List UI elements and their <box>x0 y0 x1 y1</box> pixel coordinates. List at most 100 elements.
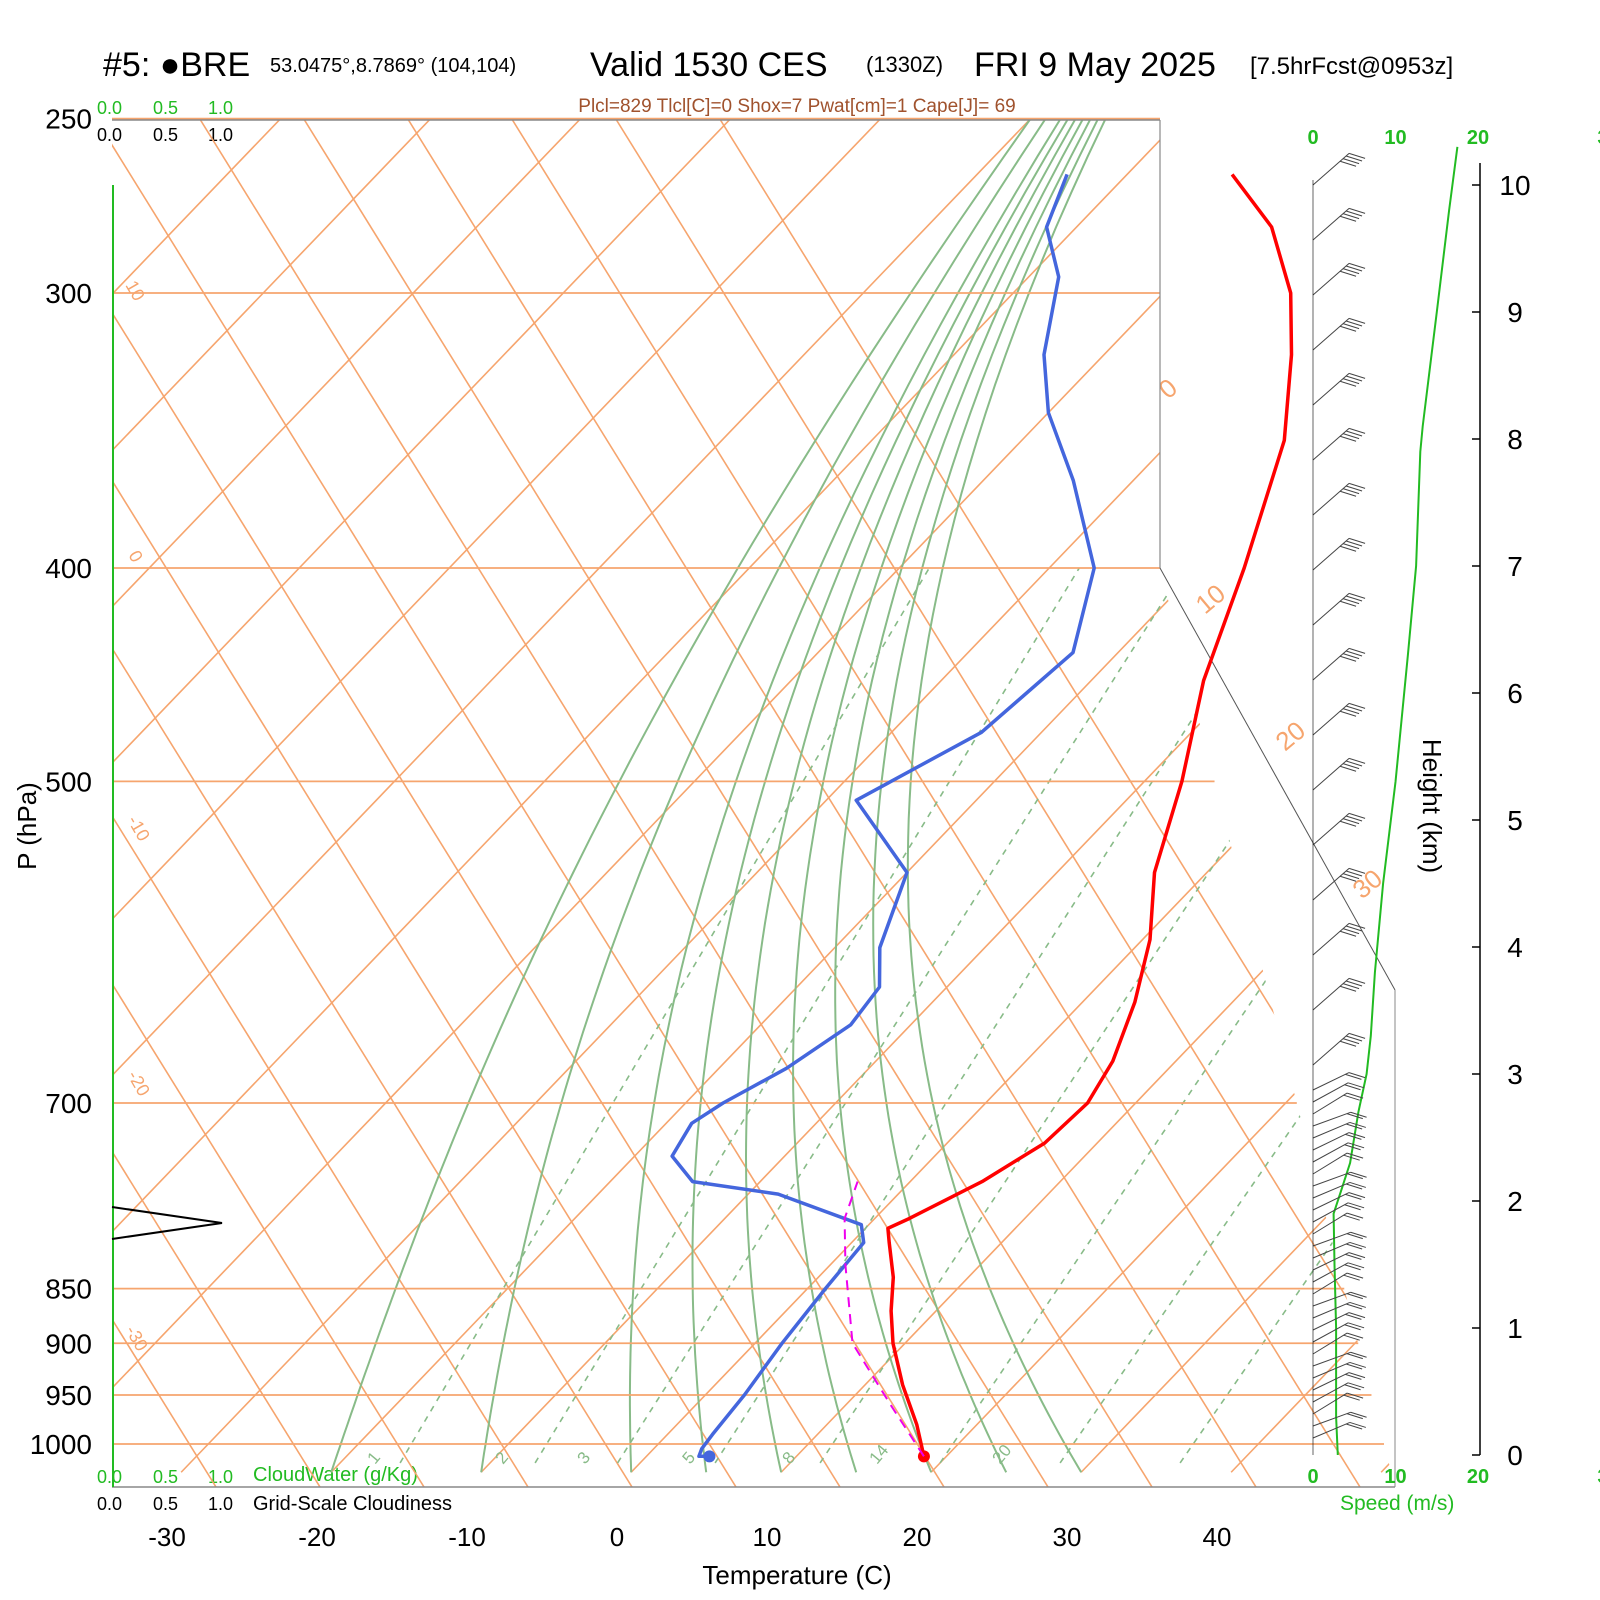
forecast-date: FRI 9 May 2025 <box>974 46 1216 84</box>
isotherm <box>112 120 432 1473</box>
height-tick-label: 0 <box>1507 1440 1523 1471</box>
stability-indices: Plcl=829 Tlcl[C]=0 Shox=7 Pwat[cm]=1 Cap… <box>578 96 1015 117</box>
zulu-time: (1330Z) <box>866 52 943 77</box>
wind-barb <box>1312 1382 1365 1403</box>
mixing-ratio-label: 3 <box>574 1448 595 1467</box>
wind-barb <box>1312 1082 1365 1103</box>
mixing-ratio-line <box>939 567 1395 1464</box>
speed-tick-label: 30 <box>1597 127 1600 149</box>
cloud-scale-top: 0.0 0.5 1.0 0.0 0.5 1.0 <box>97 98 233 145</box>
mixing-ratio-line <box>616 567 1185 1464</box>
x-axis-title: Temperature (C) <box>702 1560 891 1590</box>
wind-barb <box>1312 1392 1364 1415</box>
mixing-ratio-line <box>714 567 1290 1464</box>
cloudiness-tick: 0.5 <box>153 125 178 145</box>
mixing-ratio-line <box>1179 567 1395 1464</box>
isotherm-label-right: 20 <box>1270 715 1311 757</box>
x-tick-label: 0 <box>610 1522 624 1552</box>
dry-adiabat <box>112 120 321 1487</box>
isotherm-label: 0 <box>125 547 147 566</box>
isotherm <box>1080 120 1395 1473</box>
isotherm <box>112 120 732 1473</box>
wind-barb <box>1312 1121 1366 1139</box>
isotherm <box>112 120 282 1473</box>
wind-barb <box>1312 1252 1366 1271</box>
cloudwater-label: CloudWater (g/Kg) <box>253 1464 418 1486</box>
speed-tick-label: 20 <box>1467 127 1489 149</box>
wind-barb <box>1312 427 1366 461</box>
pressure-tick-label: 900 <box>45 1328 92 1359</box>
cloudiness-tick: 0.0 <box>97 1494 122 1514</box>
plot-frame <box>111 119 1396 1488</box>
dry-adiabat <box>112 120 841 1487</box>
wind-barb <box>1312 1212 1364 1235</box>
y-axis-title: P (hPa) <box>12 782 42 870</box>
isotherm-label: -30 <box>122 1322 152 1355</box>
pressure-tick-label: 1000 <box>30 1429 92 1460</box>
isotherm-label-right: 0 <box>1153 372 1183 404</box>
wind-barb <box>1312 1072 1366 1091</box>
dry-adiabat <box>112 120 425 1487</box>
dry-adiabat <box>112 120 633 1487</box>
dry-adiabat <box>112 120 737 1487</box>
isotherm <box>112 120 1032 1473</box>
mixing-ratio-line <box>399 567 930 1464</box>
mixing-ratio-label: 8 <box>779 1448 800 1467</box>
isotherm-label: -10 <box>124 812 154 845</box>
x-tick-label: -30 <box>148 1522 186 1552</box>
dry-adiabat <box>0 120 8 1487</box>
cloudwater-tick: 0.0 <box>97 98 122 118</box>
cloud-scale-bottom: 0.0 0.5 1.0 CloudWater (g/Kg) 0.0 0.5 1.… <box>97 1464 452 1515</box>
isotherm <box>1380 120 1395 1473</box>
cloudwater-tick: 1.0 <box>208 1467 233 1487</box>
pressure-tick-label: 850 <box>45 1274 92 1305</box>
height-tick-label: 7 <box>1507 551 1523 582</box>
pressure-tick-label: 500 <box>45 766 92 797</box>
cloudwater-tick: 0.5 <box>153 98 178 118</box>
wind-barb <box>1312 1421 1366 1439</box>
isotherm <box>112 120 1182 1473</box>
x-tick-label: 40 <box>1203 1522 1232 1552</box>
mixing-ratio-line <box>534 567 1080 1464</box>
isotherm <box>630 120 1395 1473</box>
wind-barb <box>1312 867 1366 901</box>
wind-panel: 0 1 2 3 4 5 6 7 8 9 10 0 0 10 10 20 20 30 30 <box>1307 127 1600 1488</box>
dry-adiabat <box>112 120 945 1487</box>
wind-barb <box>1312 702 1366 736</box>
speed-axis-title: Speed (m/s) <box>1340 1492 1454 1515</box>
cloudiness-label: Grid-Scale Cloudiness <box>253 1493 452 1515</box>
station-coords: 53.0475°,8.7869° (104,104) <box>270 55 516 77</box>
isotherm-label: -20 <box>124 1067 154 1100</box>
x-tick-label: 20 <box>903 1522 932 1552</box>
dry-adiabat <box>407 120 1257 1487</box>
isotherm <box>112 120 582 1473</box>
wind-speed-line <box>1332 146 1459 1456</box>
pressure-tick-label: 950 <box>45 1380 92 1411</box>
height-tick-label: 8 <box>1507 424 1523 455</box>
isotherm <box>112 120 882 1473</box>
wind-barb <box>1312 647 1366 681</box>
wind-barb <box>1312 812 1366 846</box>
wind-barb <box>1312 1272 1364 1295</box>
speed-tick-label: 30 <box>1597 1466 1600 1488</box>
isotherm-label-right: 10 <box>1190 578 1231 620</box>
wind-barb <box>1312 1032 1366 1066</box>
cloudwater-tick: 1.0 <box>208 98 233 118</box>
moist-adiabat <box>906 120 1107 1473</box>
station-title: #5: ●BRE <box>103 46 250 84</box>
wind-barb <box>1312 317 1366 351</box>
speed-tick-label: 10 <box>1384 127 1406 149</box>
valid-time: Valid 1530 CES <box>590 46 828 84</box>
wind-barb <box>1312 1361 1366 1379</box>
cloudiness-tick: 0.0 <box>97 125 122 145</box>
wind-barb <box>1312 1202 1365 1223</box>
isotherm <box>330 120 1395 1473</box>
wind-barb <box>1312 1411 1367 1427</box>
wind-barb <box>1312 537 1366 571</box>
height-tick-label: 10 <box>1499 170 1530 201</box>
moist-adiabat <box>480 120 1047 1473</box>
wind-barb <box>1312 482 1366 516</box>
cloudiness-tick: 0.5 <box>153 1494 178 1514</box>
wind-barb <box>1312 1372 1366 1391</box>
